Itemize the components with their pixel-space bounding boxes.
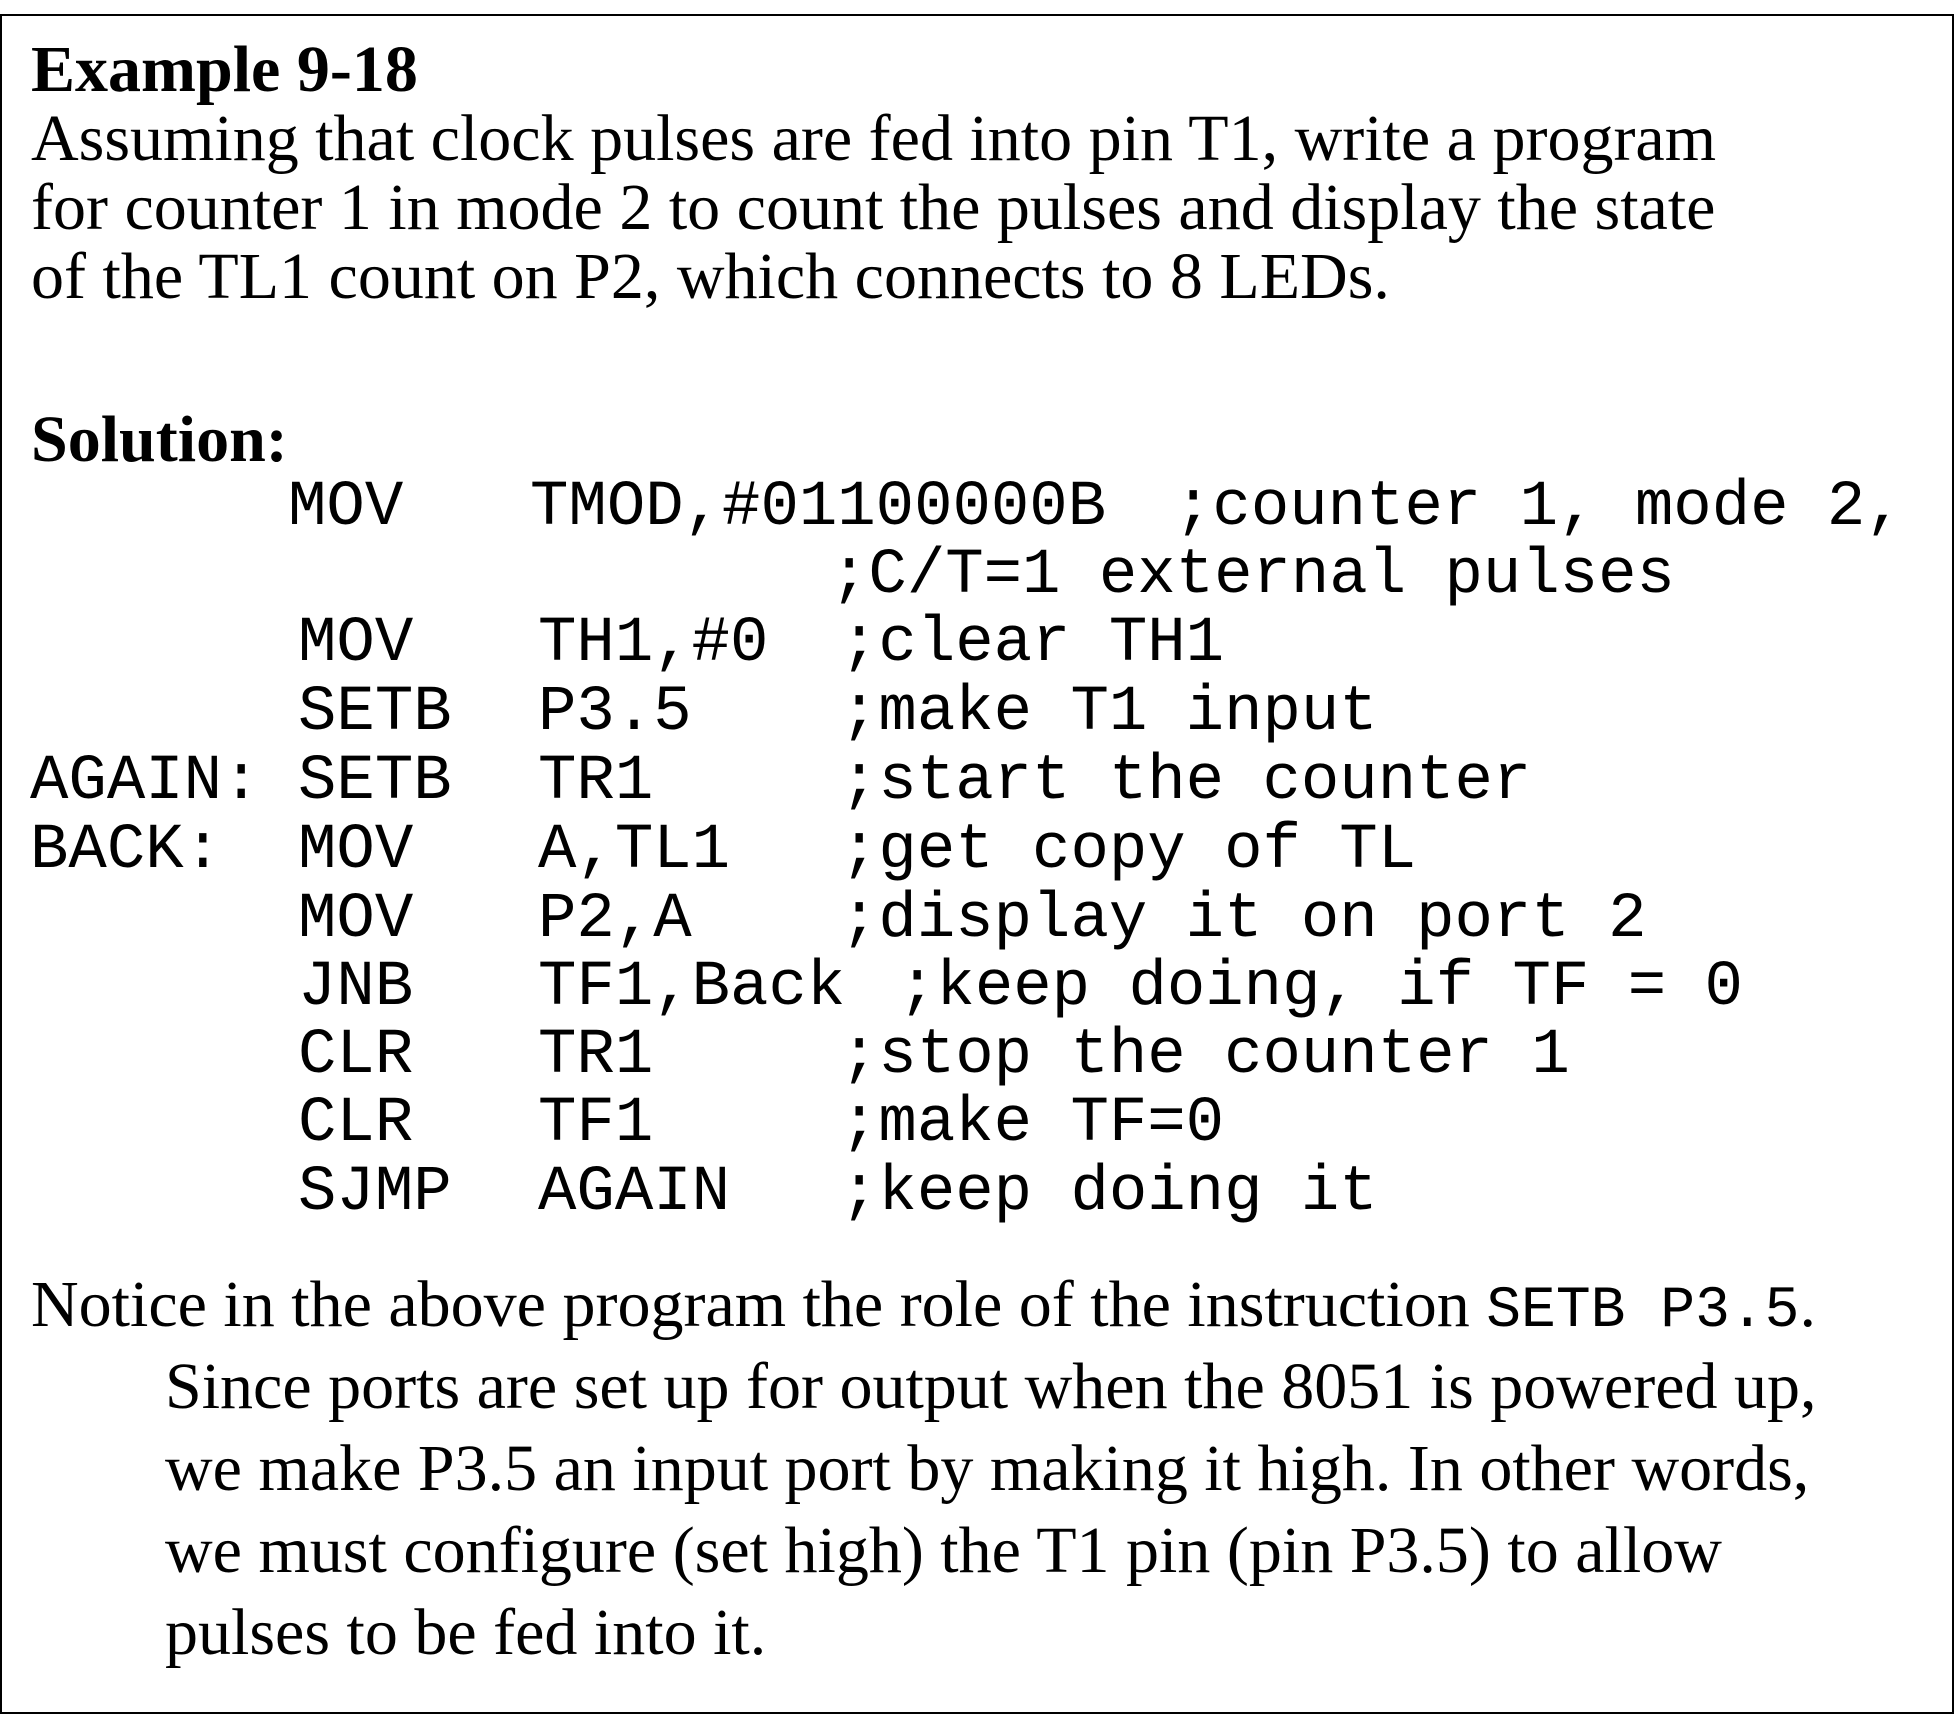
code-op: CLR xyxy=(298,1020,414,1092)
code-op: JNB xyxy=(298,952,414,1024)
code-op: SJMP xyxy=(298,1157,452,1229)
code-operand: TH1,#0 xyxy=(538,608,769,680)
notice-text: Notice in the above program the role of … xyxy=(31,1268,1487,1341)
explanation-line: we must configure (set high) the T1 pin … xyxy=(165,1514,1722,1587)
code-op: SETB xyxy=(298,677,452,749)
code-comment: ;make TF=0 xyxy=(840,1088,1225,1160)
explanation-line: pulses to be fed into it. xyxy=(165,1596,767,1669)
code-operand: TMOD,#01100000B xyxy=(530,472,1107,544)
problem-statement: Assuming that clock pulses are fed into … xyxy=(31,104,1716,311)
code-label: AGAIN: xyxy=(30,746,261,818)
code-comment: ;counter 1, mode 2, xyxy=(1174,472,1904,544)
code-label: BACK: xyxy=(30,815,223,887)
code-op: MOV xyxy=(298,815,414,887)
code-comment: ;get copy of TL xyxy=(840,815,1417,887)
explanation-line: we make P3.5 an input port by making it … xyxy=(165,1432,1810,1505)
explanation-line: Since ports are set up for output when t… xyxy=(165,1350,1817,1423)
problem-line: Assuming that clock pulses are fed into … xyxy=(31,102,1717,175)
code-operand: TR1 xyxy=(538,746,654,818)
notice-line: Notice in the above program the role of … xyxy=(31,1264,1816,1353)
code-operand: TF1 xyxy=(538,1088,654,1160)
problem-line: for counter 1 in mode 2 to count the pul… xyxy=(31,171,1716,244)
code-operand: P3.5 xyxy=(538,677,692,749)
code-comment: ;start the counter xyxy=(840,746,1532,818)
code-comment: ;stop the counter 1 xyxy=(840,1020,1570,1092)
code-op: MOV xyxy=(298,884,414,956)
code-op: MOV xyxy=(298,608,414,680)
code-op: SETB xyxy=(298,746,452,818)
code-comment: ;clear TH1 xyxy=(840,608,1225,680)
notice-explanation: Since ports are set up for output when t… xyxy=(165,1346,1816,1674)
problem-line: of the TL1 count on P2, which connects t… xyxy=(31,240,1390,313)
code-comment: ;keep doing it xyxy=(840,1157,1378,1229)
code-operand: A,TL1 xyxy=(538,815,731,887)
code-operand: AGAIN xyxy=(538,1157,731,1229)
code-op: MOV xyxy=(288,472,404,544)
notice-instruction: SETB P3.5 xyxy=(1486,1279,1800,1344)
code-operand: TR1 xyxy=(538,1020,654,1092)
notice-period: . xyxy=(1799,1268,1817,1341)
code-op: CLR xyxy=(298,1088,414,1160)
code-comment: ;C/T=1 external pulses xyxy=(830,540,1675,612)
code-comment: ;display it on port 2 xyxy=(840,884,1647,956)
code-comment: ;make T1 input xyxy=(840,677,1378,749)
code-operand: TF1,Back xyxy=(538,952,846,1024)
example-title: Example 9-18 xyxy=(31,33,418,106)
code-comment: ;keep doing, if TF = 0 xyxy=(898,952,1743,1024)
code-operand: P2,A xyxy=(538,884,692,956)
solution-label: Solution: xyxy=(31,403,288,476)
